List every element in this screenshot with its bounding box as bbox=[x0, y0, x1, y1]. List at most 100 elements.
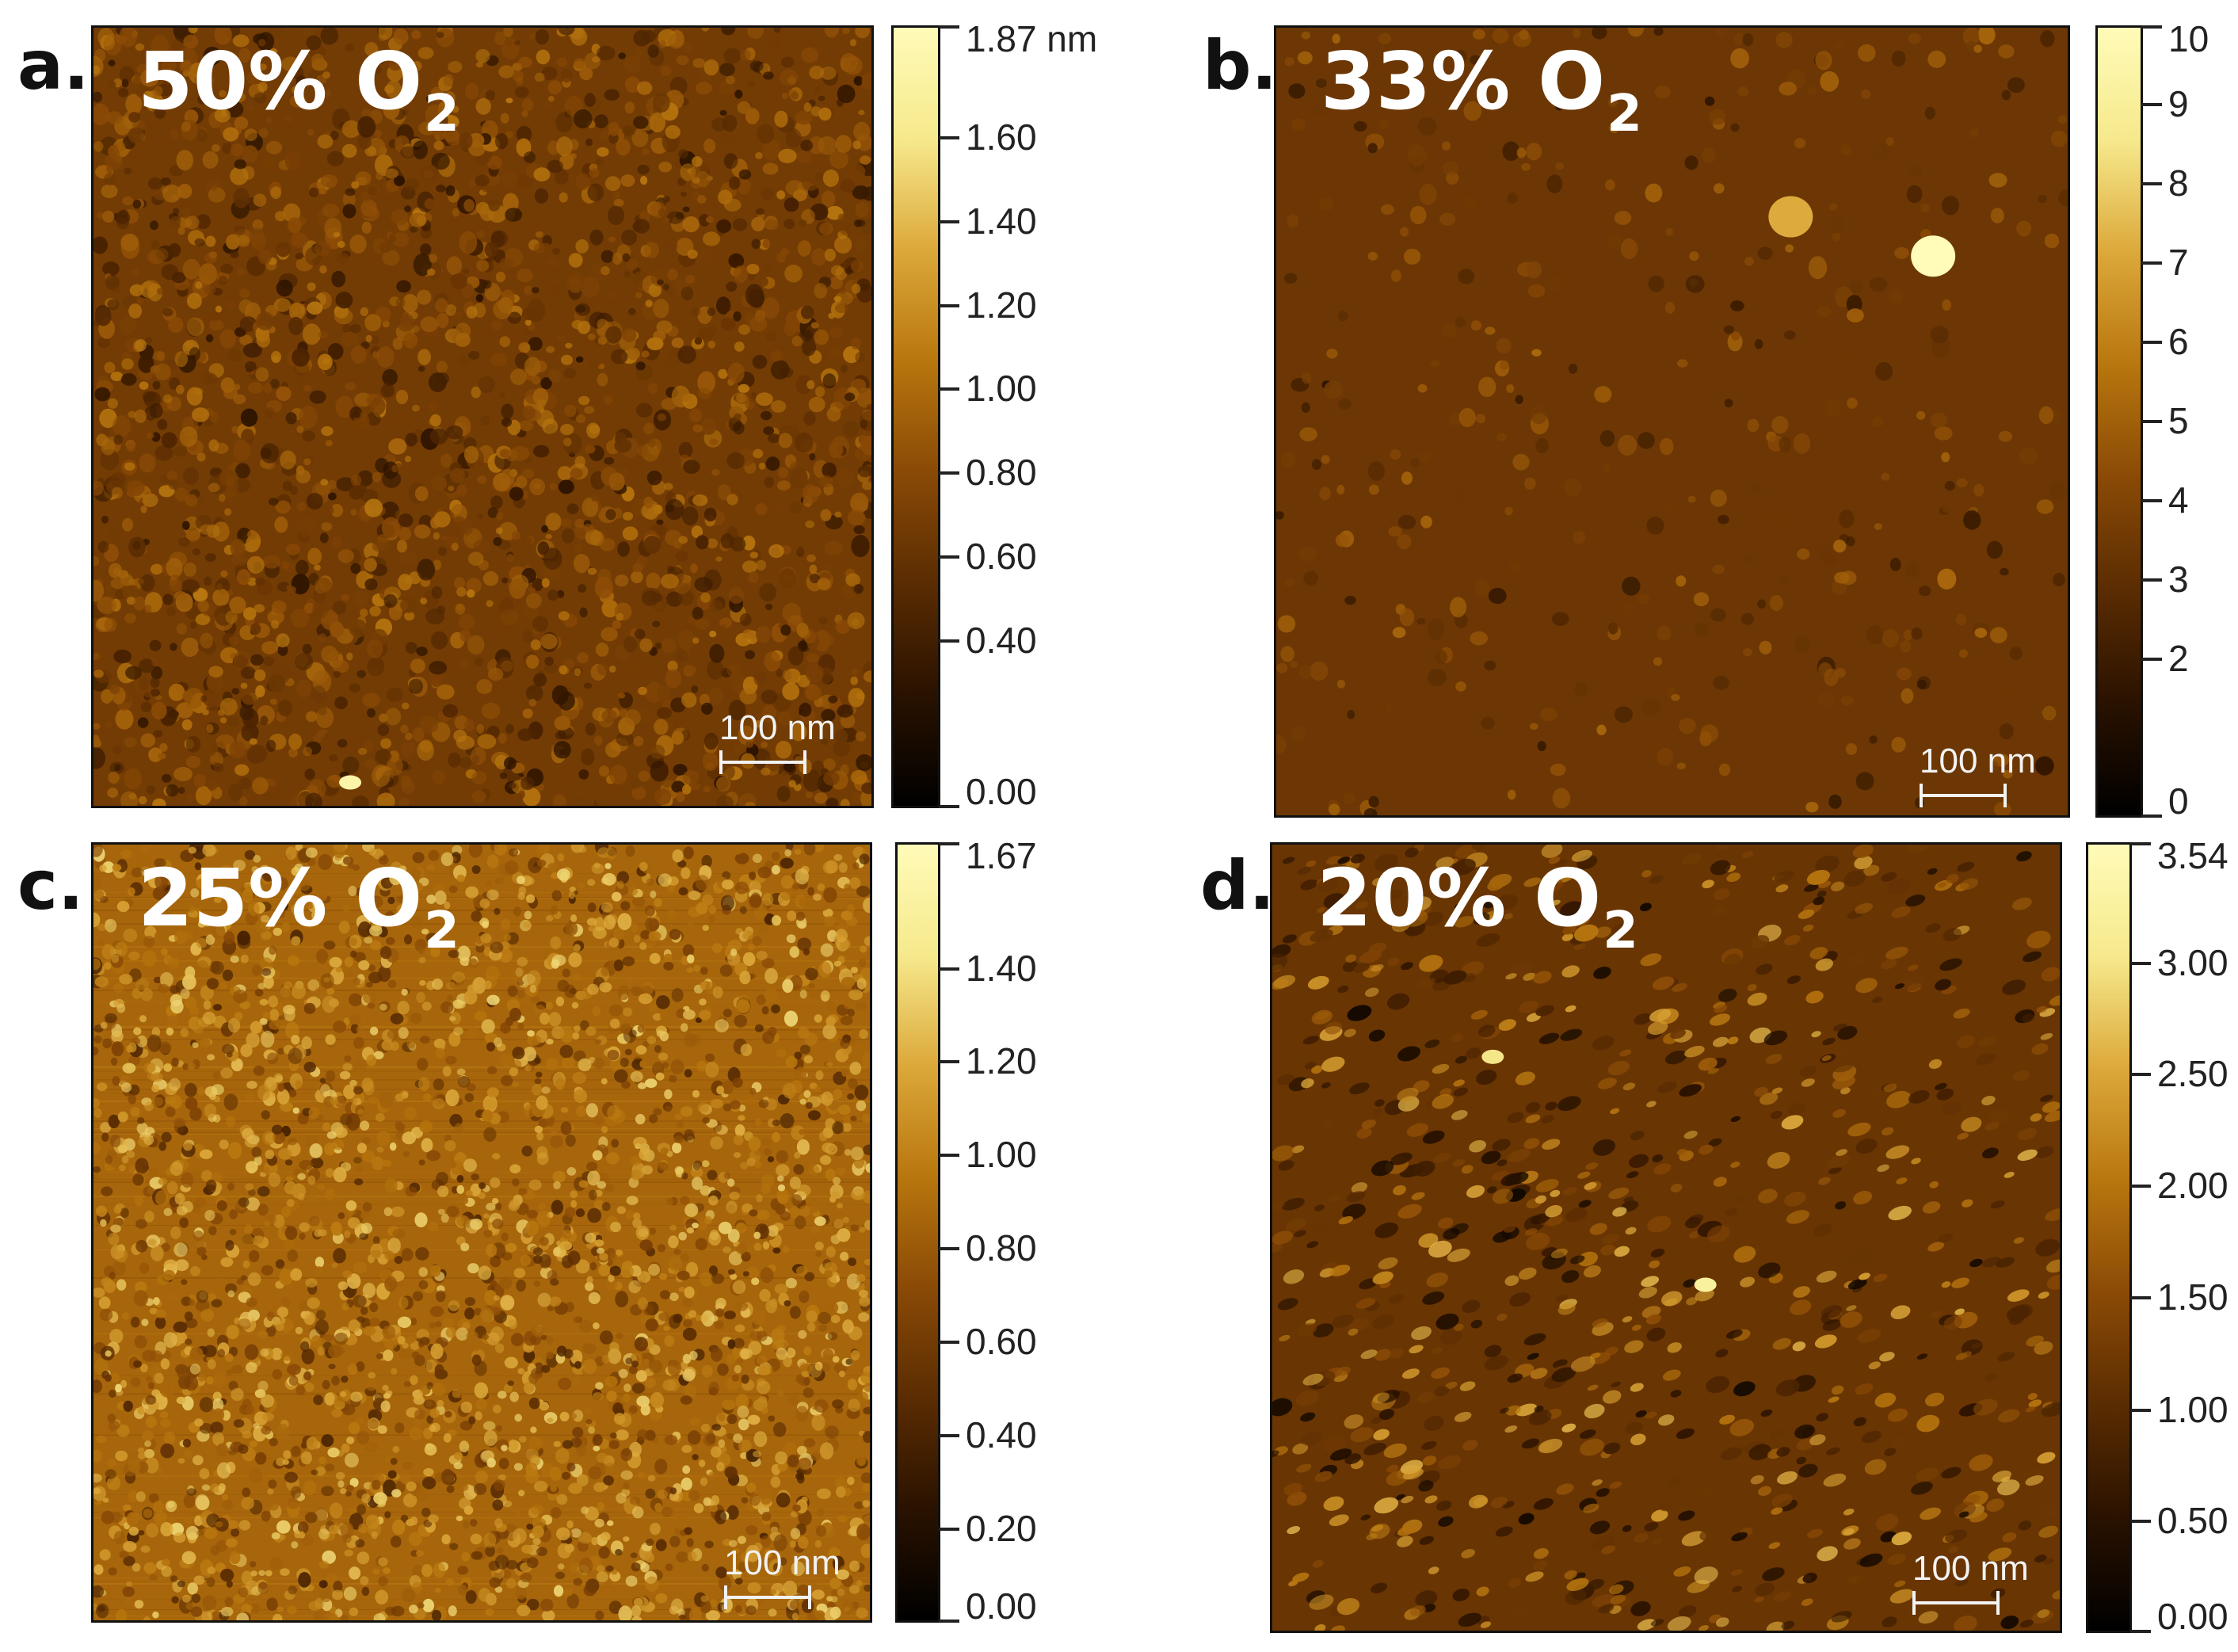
scale-bar-label-d: 100 nm bbox=[1912, 1549, 2029, 1588]
o2-subscript-a: 2 bbox=[424, 85, 459, 143]
colorbar-tick-label: 0.80 bbox=[966, 1227, 1037, 1269]
colorbar-tick-label: 0.60 bbox=[966, 535, 1037, 577]
colorbar-tick-label: 0.00 bbox=[966, 771, 1037, 812]
colorbar-tick-label: 0.00 bbox=[966, 1585, 1037, 1627]
scale-bar-c: 100 nm bbox=[724, 1543, 841, 1609]
afm-height-texture bbox=[93, 28, 871, 806]
panel-c-letter: c. bbox=[17, 846, 84, 925]
o2-subscript-d: 2 bbox=[1603, 902, 1638, 960]
colorbar-tick-label: 1.00 bbox=[966, 1133, 1037, 1175]
colorbar-tick bbox=[2141, 25, 2162, 29]
scale-bar-line-c bbox=[724, 1585, 811, 1609]
colorbar-tick-label: 2.50 bbox=[2157, 1053, 2228, 1095]
panel-d-letter: d. bbox=[1200, 846, 1275, 925]
colorbar-a bbox=[891, 25, 940, 808]
scale-bar-label-a: 100 nm bbox=[719, 708, 836, 747]
afm-height-texture bbox=[1276, 28, 2068, 815]
colorbar-tick bbox=[939, 387, 959, 391]
colorbar-d bbox=[2086, 842, 2132, 1633]
colorbar-tick bbox=[2141, 341, 2162, 344]
colorbar-tick-label: 1.67 bbox=[966, 835, 1037, 876]
colorbar-tick-label: 0.20 bbox=[966, 1507, 1037, 1549]
colorbar-tick bbox=[939, 303, 959, 307]
colorbar-tick bbox=[939, 1341, 959, 1345]
colorbar-tick-label: 3.54 bbox=[2157, 835, 2228, 876]
colorbar-tick-label: 7 bbox=[2168, 242, 2189, 283]
o2-percent-d: 20% O bbox=[1317, 852, 1602, 944]
colorbar-tick-label: 3.00 bbox=[2157, 941, 2228, 983]
colorbar-tick-label: 10 bbox=[2168, 18, 2209, 59]
afm-image-panel-c: 25% O2 100 nm bbox=[91, 842, 872, 1623]
colorbar-tick bbox=[2141, 103, 2162, 106]
colorbar-tick-label: 4 bbox=[2168, 479, 2189, 521]
colorbar-tick-label: 0.50 bbox=[2157, 1500, 2228, 1542]
colorbar-tick-label: 1.87 nm bbox=[966, 18, 1098, 59]
colorbar-tick bbox=[939, 1527, 959, 1531]
colorbar-tick bbox=[939, 1620, 959, 1623]
colorbar-tick bbox=[2141, 815, 2162, 818]
o2-subscript-b: 2 bbox=[1607, 85, 1642, 143]
colorbar-tick bbox=[939, 471, 959, 475]
colorbar-tick-label: 0 bbox=[2168, 780, 2189, 822]
afm-height-texture bbox=[1272, 845, 2060, 1631]
colorbar-tick bbox=[2130, 1408, 2151, 1412]
o2-concentration-label-c: 25% O2 bbox=[138, 859, 459, 957]
o2-percent-c: 25% O bbox=[138, 852, 423, 944]
afm-image-panel-b: 33% O2 100 nm bbox=[1274, 25, 2070, 818]
o2-percent-b: 33% O bbox=[1321, 35, 1606, 128]
colorbar-tick-label: 1.40 bbox=[966, 200, 1037, 242]
colorbar-tick bbox=[939, 1433, 959, 1437]
scale-bar-a: 100 nm bbox=[719, 708, 836, 774]
colorbar-tick-label: 1.60 bbox=[966, 116, 1037, 158]
colorbar-tick-label: 1.00 bbox=[2157, 1388, 2228, 1430]
scale-bar-line-a bbox=[719, 750, 806, 774]
colorbar-tick bbox=[2141, 658, 2162, 661]
scale-bar-line-d bbox=[1912, 1591, 2000, 1615]
o2-subscript-c: 2 bbox=[424, 902, 459, 960]
colorbar-tick-label: 0.40 bbox=[966, 619, 1037, 661]
colorbar-tick bbox=[939, 967, 959, 971]
colorbar-tick bbox=[2130, 842, 2151, 845]
colorbar-tick bbox=[2130, 1520, 2151, 1524]
colorbar-tick-label: 6 bbox=[2168, 321, 2189, 362]
colorbar-tick bbox=[2141, 261, 2162, 265]
colorbar-tick bbox=[2141, 420, 2162, 423]
afm-height-texture bbox=[93, 845, 870, 1620]
colorbar-tick bbox=[939, 25, 959, 29]
colorbar-tick bbox=[2130, 961, 2151, 965]
colorbar-tick-label: 0.40 bbox=[966, 1414, 1037, 1456]
colorbar-tick-label: 0.60 bbox=[966, 1321, 1037, 1363]
o2-concentration-label-b: 33% O2 bbox=[1321, 42, 1642, 140]
colorbar-tick-label: 0.80 bbox=[966, 452, 1037, 494]
colorbar-tick bbox=[939, 639, 959, 643]
o2-percent-a: 50% O bbox=[138, 35, 423, 128]
scale-bar-label-c: 100 nm bbox=[724, 1543, 841, 1582]
colorbar-tick bbox=[939, 805, 959, 808]
colorbar-tick-label: 8 bbox=[2168, 162, 2189, 204]
scale-bar-d: 100 nm bbox=[1912, 1549, 2029, 1615]
colorbar-c bbox=[895, 842, 940, 1623]
colorbar-tick-label: 0.00 bbox=[2157, 1596, 2228, 1637]
colorbar-tick bbox=[2130, 1630, 2151, 1633]
colorbar-tick bbox=[939, 1153, 959, 1157]
colorbar-tick-label: 9 bbox=[2168, 83, 2189, 124]
colorbar-tick bbox=[2130, 1185, 2151, 1188]
afm-image-panel-d: 20% O2 100 nm bbox=[1270, 842, 2062, 1633]
scale-bar-line-b bbox=[1920, 784, 2007, 807]
panel-a-letter: a. bbox=[17, 26, 90, 105]
colorbar-tick bbox=[2141, 499, 2162, 502]
colorbar-tick bbox=[939, 555, 959, 559]
colorbar-tick-label: 1.20 bbox=[966, 284, 1037, 326]
colorbar-tick bbox=[939, 136, 959, 140]
scale-bar-b: 100 nm bbox=[1920, 742, 2036, 807]
o2-concentration-label-d: 20% O2 bbox=[1317, 859, 1638, 957]
colorbar-tick-label: 1.50 bbox=[2157, 1276, 2228, 1318]
panel-b-letter: b. bbox=[1203, 26, 1278, 105]
afm-image-panel-a: 50% O2 100 nm bbox=[91, 25, 874, 808]
colorbar-tick bbox=[939, 842, 959, 845]
colorbar-tick bbox=[2141, 182, 2162, 185]
colorbar-tick bbox=[2141, 578, 2162, 582]
colorbar-tick-label: 3 bbox=[2168, 559, 2189, 600]
scale-bar-label-b: 100 nm bbox=[1920, 742, 2036, 780]
colorbar-tick bbox=[939, 1059, 959, 1063]
